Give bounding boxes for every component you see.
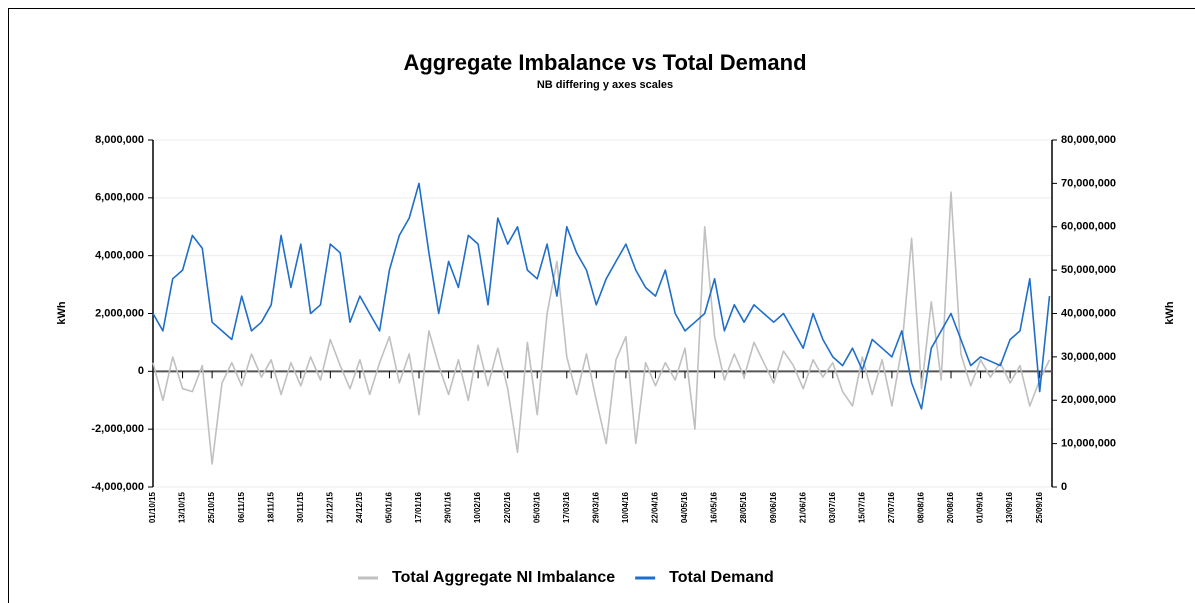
frame: [8, 8, 1195, 603]
x-tick-label: 09/06/16: [769, 491, 778, 523]
series-line: [152, 191, 1051, 465]
x-tick-label: 08/08/16: [917, 491, 926, 523]
series-line: [152, 182, 1051, 410]
x-tick-label: 22/04/16: [651, 491, 660, 523]
x-tick-label: 29/03/16: [591, 491, 600, 523]
x-tick-label: 13/10/15: [178, 491, 187, 523]
x-tick-label: 28/05/16: [739, 491, 748, 523]
y2-tick-label: 20,000,000: [1061, 394, 1116, 406]
x-tick-label: 05/03/16: [532, 491, 541, 523]
y-tick-label: -2,000,000: [91, 423, 144, 435]
y2-tick-label: 70,000,000: [1061, 177, 1116, 189]
y-tick-label: 4,000,000: [95, 250, 144, 262]
y2-tick-label: 10,000,000: [1061, 438, 1116, 450]
x-tick-label: 25/09/16: [1035, 491, 1044, 523]
y-tick-label: 2,000,000: [95, 307, 144, 319]
y-axis-label: kWh: [56, 301, 68, 325]
x-tick-label: 05/01/16: [385, 491, 394, 523]
x-tick-label: 29/01/16: [444, 491, 453, 523]
x-tick-label: 27/07/16: [887, 491, 896, 523]
y2-tick-label: 80,000,000: [1061, 134, 1116, 146]
y2-axis-label: kWh: [1164, 301, 1176, 325]
x-tick-label: 25/10/15: [207, 491, 216, 523]
y-tick-label: 8,000,000: [95, 134, 144, 146]
legend-label: Total Demand: [669, 569, 774, 586]
chart-title: Aggregate Imbalance vs Total Demand: [403, 50, 806, 75]
y2-tick-label: 40,000,000: [1061, 307, 1116, 319]
y-tick-label: 0: [138, 365, 144, 377]
x-tick-label: 24/12/15: [355, 491, 364, 523]
legend-label: Total Aggregate NI Imbalance: [392, 569, 615, 586]
x-tick-label: 17/03/16: [562, 491, 571, 523]
x-tick-label: 04/05/16: [680, 491, 689, 523]
y-tick-label: 6,000,000: [95, 192, 144, 204]
x-tick-label: 03/07/16: [828, 491, 837, 523]
chart-subtitle: NB differing y axes scales: [537, 79, 673, 91]
x-tick-label: 12/12/15: [325, 491, 334, 523]
x-tick-label: 15/07/16: [857, 491, 866, 523]
y2-tick-label: 60,000,000: [1061, 221, 1116, 233]
x-tick-label: 20/08/16: [946, 491, 955, 523]
x-tick-label: 21/06/16: [798, 491, 807, 523]
x-tick-label: 17/01/16: [414, 491, 423, 523]
x-tick-label: 22/02/16: [503, 491, 512, 523]
x-tick-label: 16/05/16: [710, 491, 719, 523]
y2-tick-label: 30,000,000: [1061, 351, 1116, 363]
x-tick-label: 18/11/15: [266, 491, 275, 522]
y-tick-label: -4,000,000: [91, 481, 144, 493]
x-tick-label: 13/09/16: [1005, 491, 1014, 523]
y2-tick-label: 50,000,000: [1061, 264, 1116, 276]
x-tick-label: 01/10/15: [148, 491, 157, 523]
y2-tick-label: 0: [1061, 481, 1067, 493]
x-tick-label: 01/09/16: [976, 491, 985, 523]
x-tick-label: 10/04/16: [621, 491, 630, 523]
x-tick-label: 06/11/15: [237, 491, 246, 522]
x-tick-label: 30/11/15: [296, 491, 305, 522]
x-tick-label: 10/02/16: [473, 491, 482, 523]
